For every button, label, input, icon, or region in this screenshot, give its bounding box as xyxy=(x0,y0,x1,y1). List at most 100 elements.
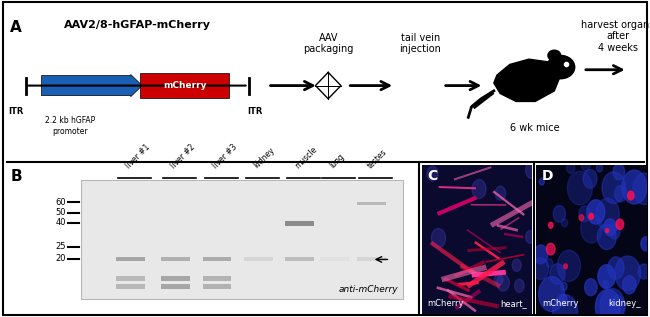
Circle shape xyxy=(603,281,608,289)
Circle shape xyxy=(495,186,506,200)
FancyBboxPatch shape xyxy=(536,165,647,314)
Circle shape xyxy=(515,279,525,292)
Text: liver #3: liver #3 xyxy=(211,142,239,170)
Circle shape xyxy=(526,161,538,178)
Circle shape xyxy=(602,172,625,204)
Circle shape xyxy=(622,170,647,204)
Circle shape xyxy=(608,257,624,279)
FancyBboxPatch shape xyxy=(3,2,647,315)
Text: kidney_: kidney_ xyxy=(608,299,641,308)
Circle shape xyxy=(546,259,552,267)
Text: C: C xyxy=(428,169,437,183)
Text: ITR: ITR xyxy=(8,107,24,116)
Circle shape xyxy=(597,164,603,172)
Text: mCherry: mCherry xyxy=(542,299,578,308)
Text: mCherry: mCherry xyxy=(428,299,464,308)
FancyBboxPatch shape xyxy=(116,257,145,261)
FancyBboxPatch shape xyxy=(116,284,145,288)
Circle shape xyxy=(633,173,650,205)
Circle shape xyxy=(539,277,564,312)
Text: 6 wk mice: 6 wk mice xyxy=(510,123,560,133)
Text: harvest organs
after
4 weeks: harvest organs after 4 weeks xyxy=(581,20,650,53)
FancyBboxPatch shape xyxy=(358,257,386,261)
Circle shape xyxy=(608,295,625,317)
Text: tail vein
injection: tail vein injection xyxy=(400,33,441,54)
Circle shape xyxy=(547,55,575,79)
Circle shape xyxy=(598,265,616,288)
Circle shape xyxy=(589,213,593,219)
Circle shape xyxy=(558,294,567,306)
FancyBboxPatch shape xyxy=(358,202,386,205)
Text: liver #1: liver #1 xyxy=(124,142,152,170)
Circle shape xyxy=(512,259,521,271)
Text: AAV
packaging: AAV packaging xyxy=(303,33,354,54)
Circle shape xyxy=(627,191,634,200)
Circle shape xyxy=(614,185,627,202)
Text: mCherry: mCherry xyxy=(163,81,207,90)
Circle shape xyxy=(606,229,608,233)
Circle shape xyxy=(596,198,619,230)
Circle shape xyxy=(600,288,625,317)
Circle shape xyxy=(427,166,438,181)
Text: testes: testes xyxy=(365,147,389,170)
Circle shape xyxy=(550,264,565,284)
FancyBboxPatch shape xyxy=(140,74,229,98)
Circle shape xyxy=(552,295,578,317)
Text: 60: 60 xyxy=(56,197,66,207)
Circle shape xyxy=(584,279,597,296)
Circle shape xyxy=(547,243,555,255)
Circle shape xyxy=(587,200,605,224)
Circle shape xyxy=(638,264,649,279)
Circle shape xyxy=(583,169,597,188)
Circle shape xyxy=(567,171,592,205)
Text: 25: 25 xyxy=(56,242,66,251)
Circle shape xyxy=(615,256,641,291)
Circle shape xyxy=(540,178,545,185)
Circle shape xyxy=(609,224,620,239)
Text: 2.2 kb hGFAP
promoter: 2.2 kb hGFAP promoter xyxy=(45,116,96,136)
FancyBboxPatch shape xyxy=(285,221,314,226)
Text: ITR: ITR xyxy=(247,107,263,116)
Circle shape xyxy=(580,214,602,243)
FancyBboxPatch shape xyxy=(203,284,231,288)
Circle shape xyxy=(553,205,566,222)
Circle shape xyxy=(561,282,567,291)
FancyBboxPatch shape xyxy=(161,276,190,281)
Circle shape xyxy=(557,250,580,281)
FancyBboxPatch shape xyxy=(161,257,190,261)
Circle shape xyxy=(497,274,510,291)
Circle shape xyxy=(616,219,623,230)
Text: A: A xyxy=(10,20,21,35)
Circle shape xyxy=(432,229,446,248)
Circle shape xyxy=(562,218,567,227)
Circle shape xyxy=(564,264,567,269)
Text: 20: 20 xyxy=(56,254,66,263)
Text: liver #2: liver #2 xyxy=(170,142,197,170)
FancyArrow shape xyxy=(42,74,142,97)
Text: 40: 40 xyxy=(56,218,66,227)
Circle shape xyxy=(548,50,561,61)
Circle shape xyxy=(604,219,616,236)
Circle shape xyxy=(623,276,636,294)
Circle shape xyxy=(534,245,548,264)
Circle shape xyxy=(532,258,549,280)
Circle shape xyxy=(582,160,590,171)
Circle shape xyxy=(579,215,584,221)
Circle shape xyxy=(549,222,553,228)
Circle shape xyxy=(472,179,486,198)
FancyBboxPatch shape xyxy=(203,257,231,261)
FancyBboxPatch shape xyxy=(203,276,231,281)
FancyBboxPatch shape xyxy=(244,257,273,261)
FancyBboxPatch shape xyxy=(116,276,145,281)
FancyBboxPatch shape xyxy=(81,180,403,299)
Text: AAV2/8-hGFAP-mCherry: AAV2/8-hGFAP-mCherry xyxy=(64,20,211,29)
FancyBboxPatch shape xyxy=(285,257,314,261)
Text: 50: 50 xyxy=(56,208,66,217)
FancyBboxPatch shape xyxy=(320,257,349,261)
Text: anti-mCherry: anti-mCherry xyxy=(339,286,398,294)
Text: lung: lung xyxy=(328,152,346,170)
Circle shape xyxy=(567,162,575,173)
Text: D: D xyxy=(542,169,553,183)
Circle shape xyxy=(597,224,616,249)
Polygon shape xyxy=(494,59,561,101)
